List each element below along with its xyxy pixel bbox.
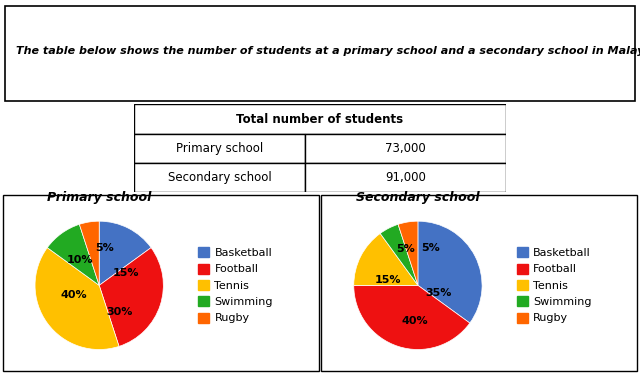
Text: 15%: 15% xyxy=(375,275,402,285)
Text: 10%: 10% xyxy=(67,255,93,265)
Wedge shape xyxy=(398,221,418,285)
Bar xyxy=(305,134,506,163)
Wedge shape xyxy=(47,224,99,285)
Legend: Basketball, Football, Tennis, Swimming, Rugby: Basketball, Football, Tennis, Swimming, … xyxy=(198,247,273,323)
Text: The table below shows the number of students at a primary school and a secondary: The table below shows the number of stud… xyxy=(17,46,640,56)
Text: 15%: 15% xyxy=(113,267,140,278)
Wedge shape xyxy=(380,224,418,285)
Text: 5%: 5% xyxy=(421,243,440,253)
Wedge shape xyxy=(354,233,418,285)
Text: 5%: 5% xyxy=(95,243,114,253)
Wedge shape xyxy=(79,221,99,285)
Text: 40%: 40% xyxy=(401,316,428,326)
Legend: Basketball, Football, Tennis, Swimming, Rugby: Basketball, Football, Tennis, Swimming, … xyxy=(516,247,591,323)
Text: 30%: 30% xyxy=(106,307,133,317)
Bar xyxy=(134,134,305,163)
Wedge shape xyxy=(99,248,163,347)
Title: Primary school: Primary school xyxy=(47,191,152,204)
Wedge shape xyxy=(35,248,119,350)
Bar xyxy=(134,104,506,134)
Text: 5%: 5% xyxy=(396,244,415,254)
Wedge shape xyxy=(418,221,482,323)
Wedge shape xyxy=(354,285,470,350)
Text: Primary school: Primary school xyxy=(176,142,264,155)
Bar xyxy=(305,163,506,192)
Title: Secondary school: Secondary school xyxy=(356,191,480,204)
Text: Secondary school: Secondary school xyxy=(168,171,271,184)
Bar xyxy=(134,163,305,192)
Text: 91,000: 91,000 xyxy=(385,171,426,184)
Wedge shape xyxy=(99,221,151,285)
Text: 40%: 40% xyxy=(60,290,87,300)
Text: 73,000: 73,000 xyxy=(385,142,426,155)
Text: 35%: 35% xyxy=(425,288,452,298)
Text: Total number of students: Total number of students xyxy=(236,113,404,126)
